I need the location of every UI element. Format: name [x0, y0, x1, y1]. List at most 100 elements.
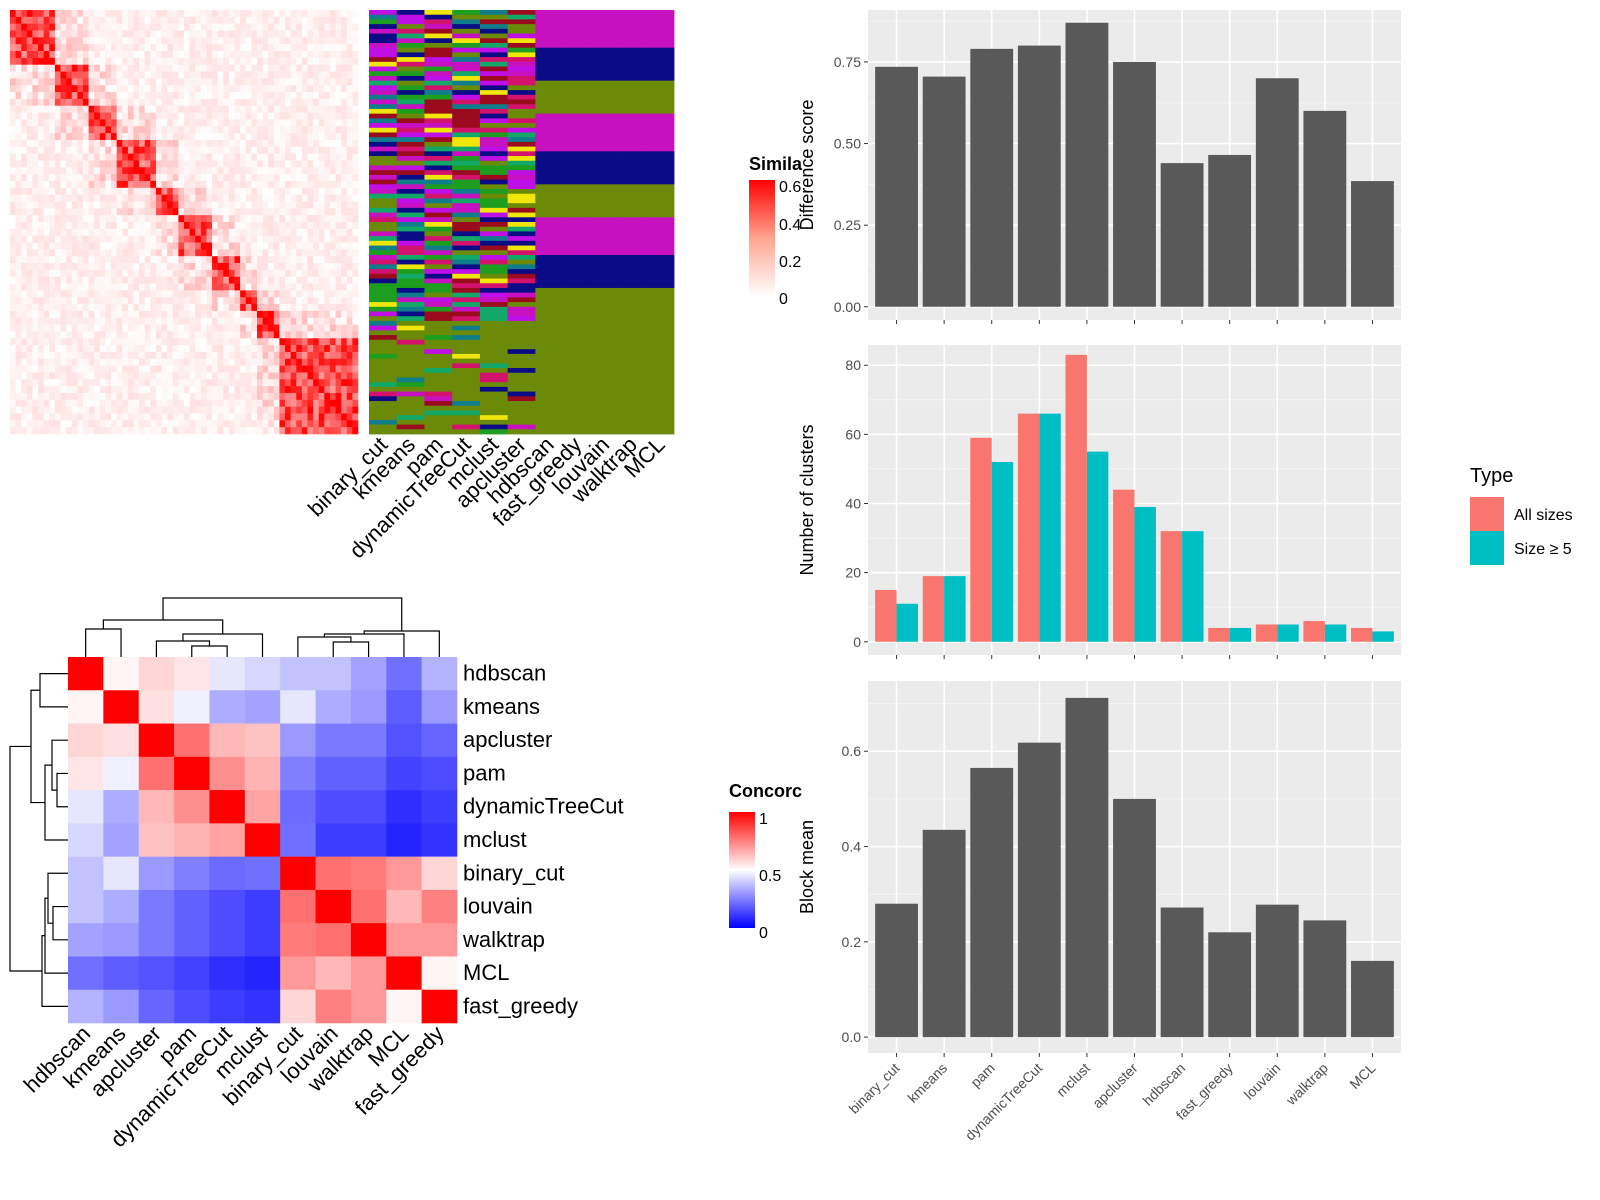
- similarity-cell: [111, 98, 117, 107]
- similarity-cell: [10, 358, 16, 366]
- assignment-cell: [369, 222, 398, 228]
- similarity-cell: [212, 222, 218, 230]
- similarity-cell: [66, 78, 73, 86]
- similarity-cell: [228, 310, 235, 319]
- similarity-cell: [301, 290, 308, 298]
- assignment-cell: [369, 405, 398, 411]
- similarity-cell: [240, 112, 247, 120]
- similarity-cell: [217, 276, 224, 284]
- similarity-cell: [313, 201, 320, 209]
- assignment-cell: [646, 24, 675, 30]
- similarity-cell: [60, 92, 67, 100]
- similarity-cell: [212, 242, 218, 250]
- assignment-cell: [590, 349, 619, 355]
- similarity-cell: [200, 235, 207, 243]
- concordance-cell: [209, 690, 246, 724]
- assignment-cell: [452, 151, 481, 157]
- similarity-cell: [94, 379, 101, 387]
- assignment-cell: [424, 212, 453, 218]
- assignment-cell: [535, 10, 564, 16]
- similarity-cell: [251, 276, 258, 284]
- similarity-cell: [307, 78, 314, 86]
- similarity-cell: [66, 215, 73, 223]
- similarity-cell: [105, 222, 112, 230]
- assignment-cell: [507, 66, 536, 72]
- assignment-cell: [535, 52, 564, 58]
- similarity-cell: [94, 256, 101, 264]
- similarity-cell: [251, 406, 258, 414]
- similarity-cell: [262, 16, 269, 24]
- similarity-cell: [296, 10, 303, 18]
- assignment-cell: [424, 217, 453, 223]
- concordance-cell: [138, 856, 175, 891]
- similarity-cell: [167, 427, 174, 435]
- similarity-cell: [301, 98, 308, 107]
- similarity-cell: [66, 406, 73, 414]
- similarity-cell: [307, 92, 314, 100]
- assignment-cell: [563, 391, 592, 397]
- similarity-cell: [228, 112, 235, 120]
- similarity-cell: [318, 37, 325, 45]
- similarity-cell: [178, 427, 185, 435]
- assignment-cell: [563, 245, 592, 251]
- assignment-cell: [646, 141, 675, 148]
- similarity-cell: [318, 249, 325, 257]
- assignment-cell: [535, 193, 564, 199]
- similarity-cell: [88, 386, 95, 394]
- similarity-cell: [66, 399, 73, 407]
- similarity-cell: [82, 208, 89, 216]
- similarity-cell: [26, 379, 33, 387]
- similarity-cell: [301, 180, 308, 189]
- similarity-cell: [335, 71, 342, 79]
- similarity-cell: [43, 92, 50, 100]
- similarity-cell: [21, 283, 28, 291]
- assignment-cell: [507, 198, 536, 204]
- similarity-cell: [144, 153, 151, 161]
- similarity-cell: [60, 16, 67, 24]
- concordance-cell: [280, 756, 316, 791]
- similarity-cell: [99, 64, 106, 72]
- assignment-cell: [452, 401, 481, 407]
- assignment-cell: [479, 71, 509, 77]
- similarity-cell: [77, 51, 84, 59]
- similarity-cell: [155, 365, 162, 373]
- similarity-cell: [94, 105, 101, 113]
- similarity-cell: [66, 194, 73, 202]
- similarity-cell: [273, 215, 280, 223]
- similarity-cell: [245, 71, 252, 79]
- similarity-cell: [313, 317, 320, 325]
- similarity-cell: [26, 372, 33, 380]
- assignment-cell: [563, 156, 592, 162]
- assignment-cell: [396, 377, 425, 383]
- similarity-cell: [206, 64, 213, 72]
- similarity-cell: [268, 379, 275, 387]
- similarity-cell: [32, 379, 39, 387]
- similarity-cell: [167, 37, 174, 45]
- similarity-cell: [285, 427, 291, 435]
- similarity-cell: [10, 427, 16, 435]
- similarity-cell: [335, 420, 342, 428]
- similarity-cell: [240, 324, 247, 332]
- similarity-cell: [144, 413, 151, 421]
- similarity-cell: [268, 44, 275, 52]
- similarity-cell: [234, 30, 241, 38]
- similarity-cell: [279, 228, 286, 236]
- similarity-cell: [60, 379, 67, 387]
- similarity-cell: [105, 297, 112, 305]
- assignment-cell: [646, 217, 675, 223]
- similarity-cell: [251, 44, 258, 52]
- similarity-cell: [71, 386, 78, 394]
- assignment-cell: [507, 306, 536, 312]
- similarity-cell: [335, 256, 342, 264]
- similarity-cell: [234, 71, 241, 79]
- similarity-cell: [273, 269, 280, 278]
- similarity-cell: [15, 365, 22, 373]
- similarity-cell: [206, 30, 213, 38]
- similarity-cell: [296, 331, 303, 339]
- assignment-cell: [479, 127, 509, 133]
- similarity-cell: [290, 51, 297, 59]
- similarity-cell: [49, 187, 56, 195]
- concordance-cell: [103, 690, 140, 724]
- similarity-cell: [279, 215, 286, 223]
- similarity-cell: [335, 208, 342, 216]
